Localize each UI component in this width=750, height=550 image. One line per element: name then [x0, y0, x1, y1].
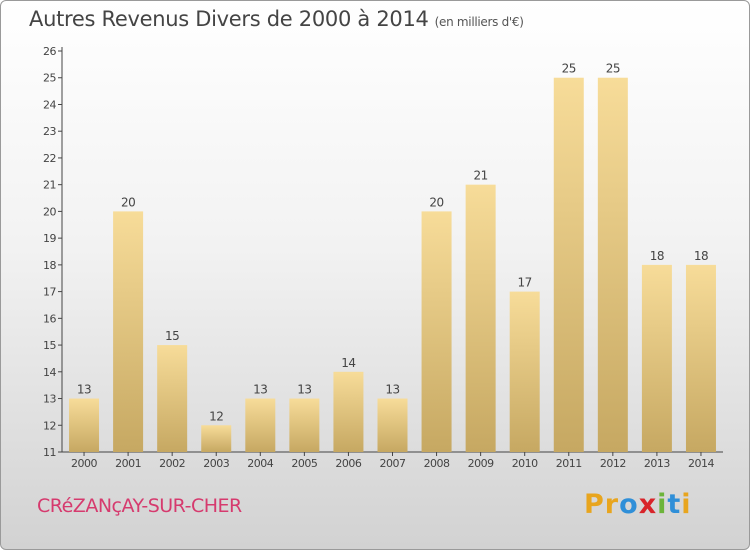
logo-letter: r: [604, 489, 620, 520]
bar: [553, 77, 584, 452]
bar-value-label: 25: [606, 62, 620, 76]
bar-value-label: 13: [77, 383, 91, 397]
chart-subtitle: (en milliers d'€): [434, 15, 524, 29]
logo-letter: P: [584, 489, 605, 520]
y-tick-label: 16: [43, 312, 56, 325]
x-tick-label: 2008: [424, 457, 450, 470]
bar-value-label: 14: [341, 356, 355, 370]
x-tick-label: 2000: [71, 457, 97, 470]
location-name: CRéZANçAY-SUR-CHER: [37, 495, 242, 517]
y-tick-label: 22: [43, 152, 56, 165]
logo-letter: x: [638, 489, 658, 520]
bar-value-label: 21: [473, 169, 487, 183]
bar: [113, 211, 144, 452]
bar: [157, 345, 188, 452]
x-tick-label: 2009: [468, 457, 494, 470]
bar-value-label: 18: [694, 249, 708, 263]
bar-value-label: 20: [121, 195, 135, 209]
y-tick-label: 11: [43, 446, 56, 459]
bar-value-label: 17: [518, 276, 532, 290]
bar: [509, 291, 540, 452]
x-tick-label: 2001: [115, 457, 141, 470]
bar: [685, 264, 716, 452]
bar-value-label: 12: [209, 409, 223, 423]
y-tick-label: 17: [43, 286, 56, 299]
bar: [641, 264, 672, 452]
bar: [201, 425, 232, 452]
bar: [421, 211, 452, 452]
logo-letter: i: [657, 489, 668, 520]
y-tick-label: 23: [43, 125, 56, 138]
chart-title-text: Autres Revenus Divers de 2000 à 2014: [29, 7, 429, 31]
bar-value-label: 20: [429, 195, 443, 209]
y-tick-label: 26: [43, 45, 56, 58]
x-tick-label: 2002: [159, 457, 185, 470]
y-tick-label: 24: [43, 98, 56, 111]
proxiti-logo: Proxiti: [584, 489, 692, 520]
y-tick-label: 18: [43, 259, 56, 272]
x-tick-label: 2010: [512, 457, 538, 470]
x-tick-label: 2003: [203, 457, 229, 470]
x-tick-label: 2014: [688, 457, 714, 470]
logo-letter: i: [681, 489, 692, 520]
bar: [245, 398, 276, 452]
y-tick-label: 13: [43, 393, 56, 406]
bar: [289, 398, 320, 452]
y-tick-label: 20: [43, 205, 56, 218]
bar: [377, 398, 408, 452]
bar-value-label: 15: [165, 329, 179, 343]
x-tick-label: 2012: [600, 457, 626, 470]
y-tick-label: 19: [43, 232, 56, 245]
bar-value-label: 13: [385, 383, 399, 397]
y-tick-label: 21: [43, 179, 56, 192]
x-tick-label: 2007: [380, 457, 406, 470]
bar: [465, 184, 496, 452]
bar-value-label: 13: [297, 383, 311, 397]
x-tick-label: 2006: [335, 457, 361, 470]
x-tick-label: 2005: [291, 457, 317, 470]
chart-title: Autres Revenus Divers de 2000 à 2014 (en …: [29, 7, 524, 31]
logo-letter: t: [667, 489, 682, 520]
logo-letter: o: [619, 489, 639, 520]
y-tick-label: 14: [43, 366, 56, 379]
x-tick-label: 2004: [247, 457, 273, 470]
bar-value-label: 13: [253, 383, 267, 397]
x-tick-label: 2013: [644, 457, 670, 470]
x-tick-label: 2011: [556, 457, 582, 470]
bar: [69, 398, 100, 452]
bar: [597, 77, 628, 452]
bar-value-label: 25: [562, 62, 576, 76]
bar: [333, 371, 364, 452]
y-tick-label: 25: [43, 72, 56, 85]
bar-value-label: 18: [650, 249, 664, 263]
y-tick-label: 15: [43, 339, 56, 352]
y-tick-label: 12: [43, 419, 56, 432]
